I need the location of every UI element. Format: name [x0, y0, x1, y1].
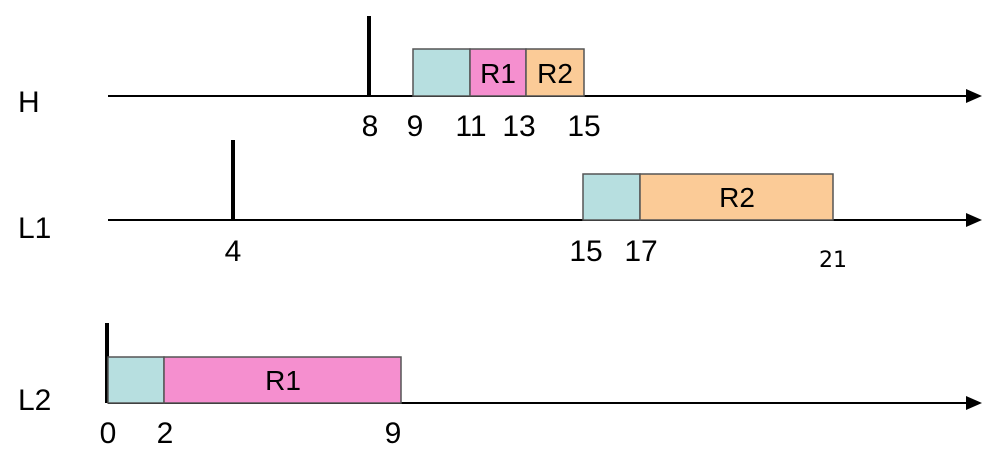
axis-arrow-l1 [966, 213, 982, 227]
row-label-l2: L2 [18, 384, 51, 417]
r1-block-l2 [163, 356, 402, 404]
row-l2: L2 R1 0 2 9 [18, 323, 982, 450]
setup-block-l1 [582, 173, 641, 221]
tick-h-15: 15 [567, 110, 600, 143]
r1-label-h: R1 [480, 58, 516, 89]
tick-l1-4: 4 [225, 235, 242, 268]
r1-label-l2: R1 [265, 365, 301, 396]
r2-block-h [525, 48, 585, 97]
row-label-h: H [18, 86, 40, 119]
r2-label-h: R2 [537, 58, 573, 89]
tick-h-11: 11 [455, 110, 486, 143]
setup-block-h [412, 48, 471, 97]
tick-l2-9: 9 [385, 417, 402, 450]
r2-label-l1: R2 [719, 182, 755, 213]
tick-l1-17: 17 [624, 235, 657, 268]
tick-l2-0: 0 [100, 417, 117, 450]
setup-block-l2 [107, 356, 165, 404]
tick-h-13: 13 [502, 110, 535, 143]
row-l1: L1 R2 4 15 17 21 [18, 140, 982, 273]
axis-arrow-l2 [966, 396, 982, 410]
r2-block-l1 [639, 173, 834, 221]
tick-h-8: 8 [362, 110, 379, 143]
tick-l2-2: 2 [157, 417, 174, 450]
tick-h-9: 9 [407, 110, 424, 143]
axis-arrow-h [966, 89, 982, 103]
row-h: H R1 R2 8 9 11 13 15 [18, 16, 982, 143]
tick-l1-21: 21 [819, 248, 847, 273]
row-label-l1: L1 [18, 212, 51, 245]
tick-l1-15: 15 [569, 235, 602, 268]
